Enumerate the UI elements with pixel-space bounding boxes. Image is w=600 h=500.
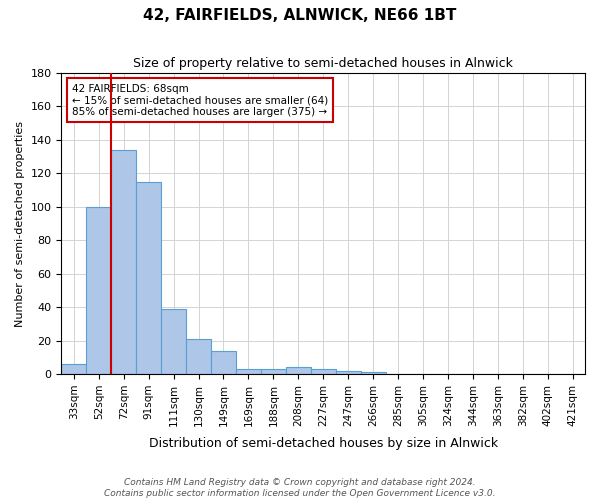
Text: 42, FAIRFIELDS, ALNWICK, NE66 1BT: 42, FAIRFIELDS, ALNWICK, NE66 1BT [143,8,457,22]
Bar [136,182,161,374]
Y-axis label: Number of semi-detached properties: Number of semi-detached properties [15,120,25,326]
Bar [211,350,236,374]
Bar [261,369,286,374]
Text: Contains HM Land Registry data © Crown copyright and database right 2024.
Contai: Contains HM Land Registry data © Crown c… [104,478,496,498]
Bar [186,339,211,374]
Bar [286,368,311,374]
Bar [335,370,361,374]
Bar [236,369,261,374]
Bar [86,207,111,374]
Bar [61,364,86,374]
Bar [361,372,386,374]
Bar [111,150,136,374]
Bar [161,309,186,374]
X-axis label: Distribution of semi-detached houses by size in Alnwick: Distribution of semi-detached houses by … [149,437,498,450]
Bar [311,369,335,374]
Text: 42 FAIRFIELDS: 68sqm
← 15% of semi-detached houses are smaller (64)
85% of semi-: 42 FAIRFIELDS: 68sqm ← 15% of semi-detac… [72,84,328,117]
Title: Size of property relative to semi-detached houses in Alnwick: Size of property relative to semi-detach… [133,58,513,70]
